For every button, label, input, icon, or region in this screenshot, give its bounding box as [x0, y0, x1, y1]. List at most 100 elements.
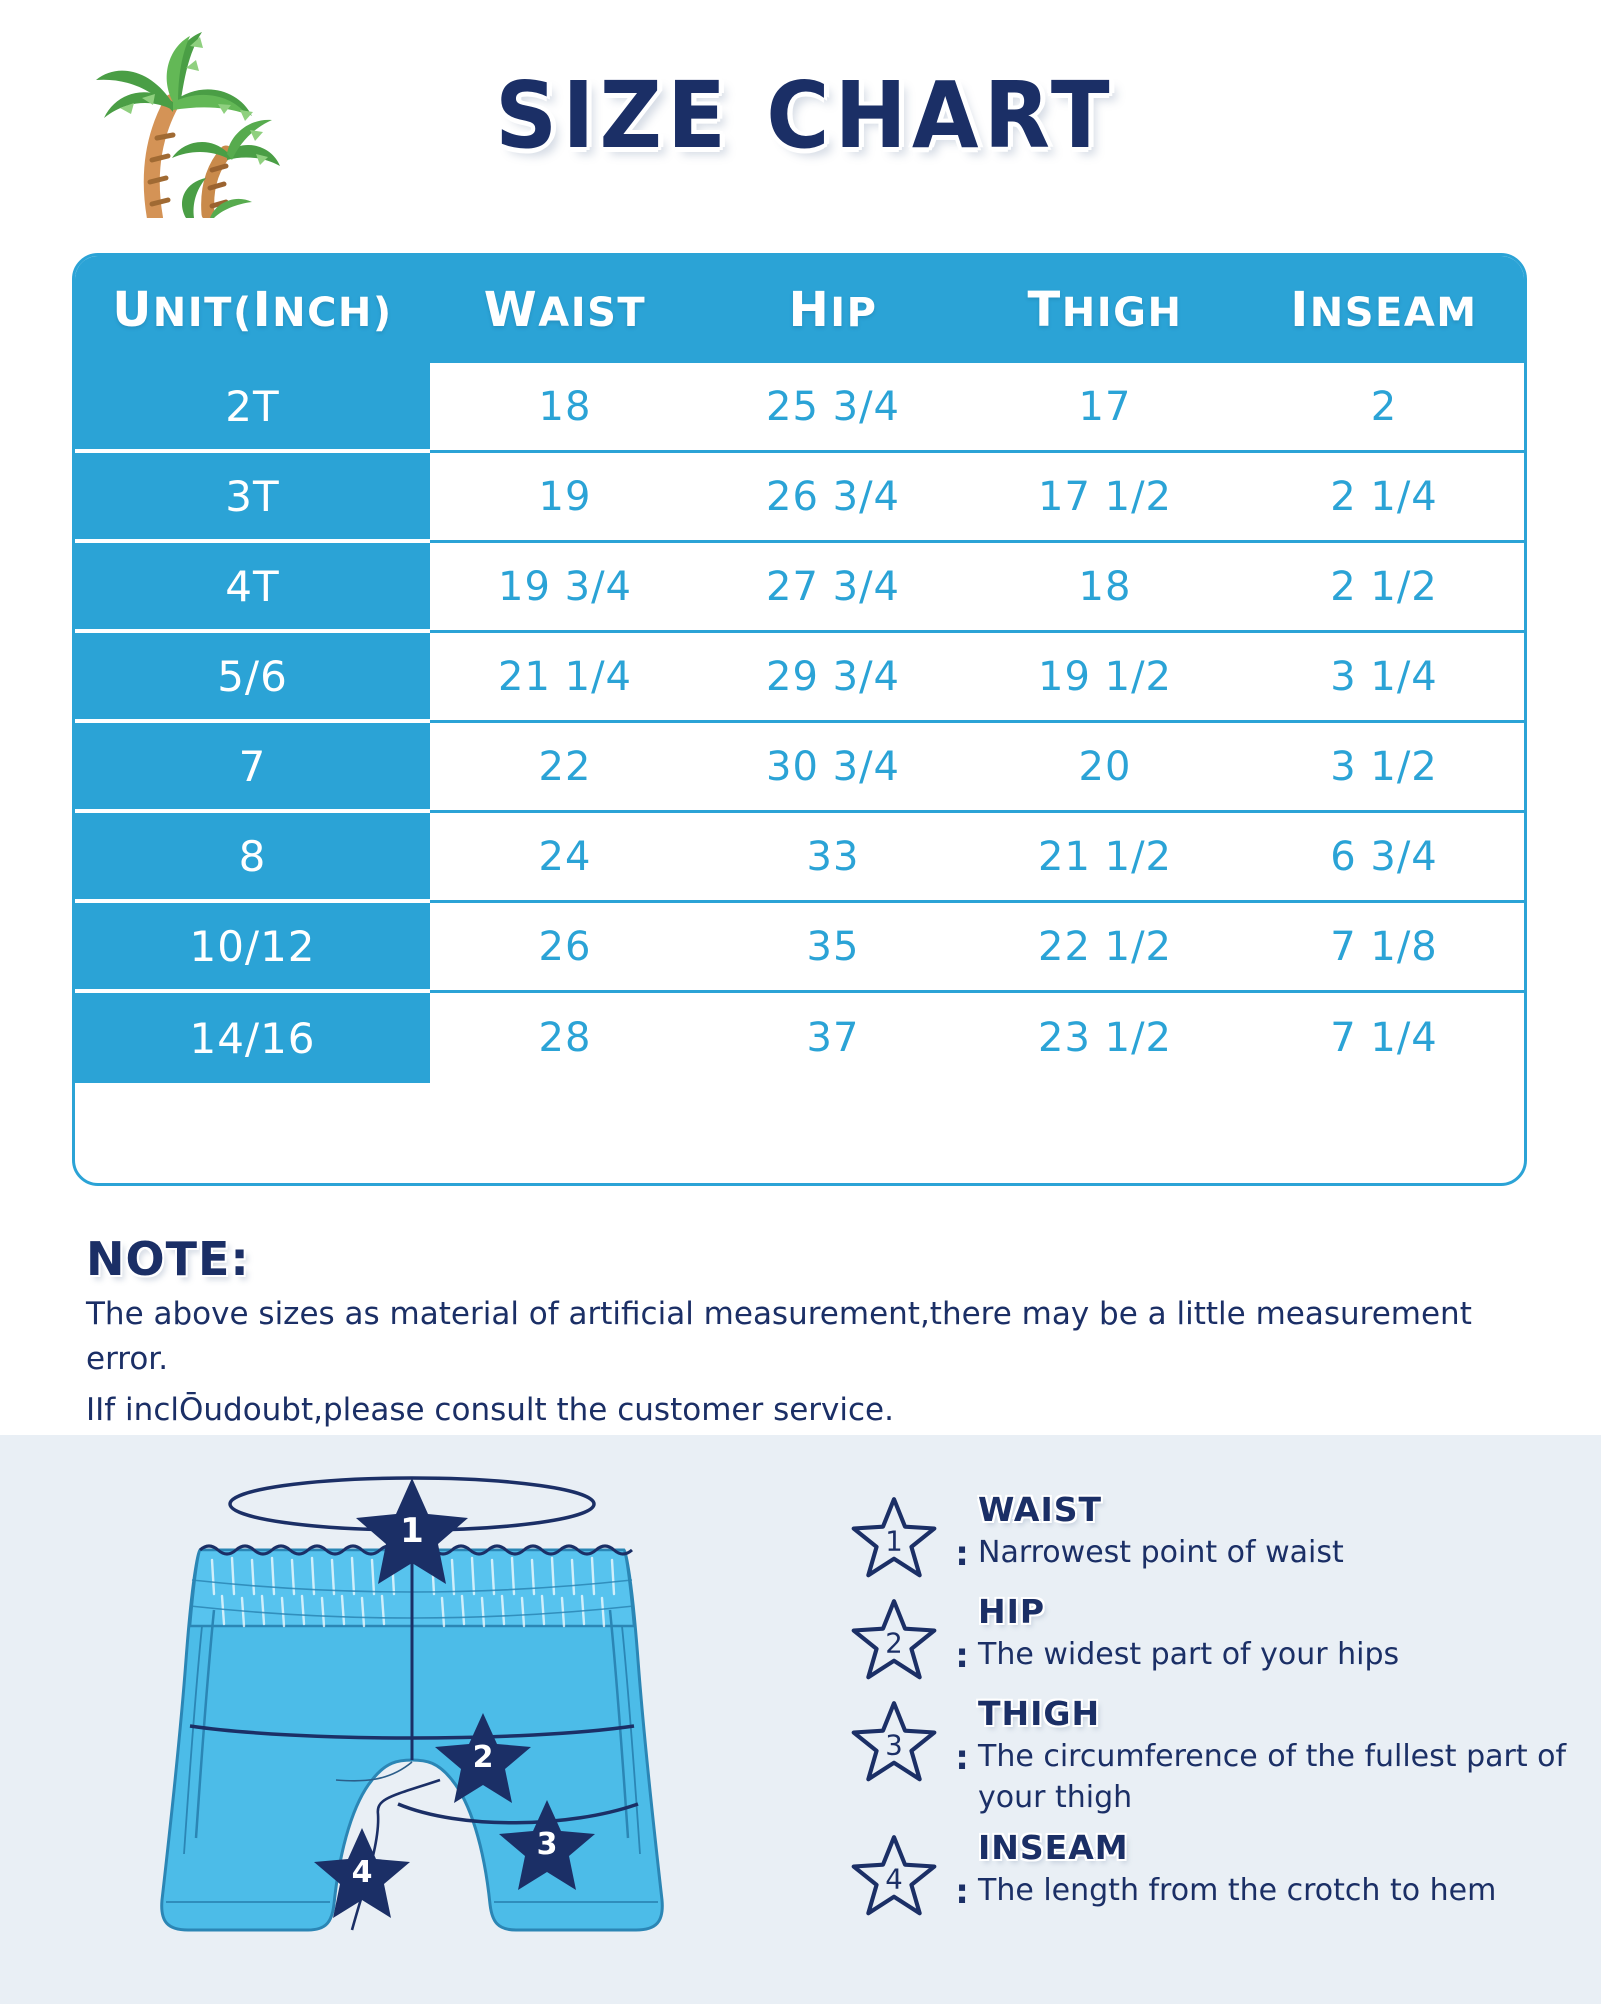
table-cell-inseam: 2 [1244, 363, 1524, 453]
table-cell-waist: 19 [430, 453, 700, 543]
svg-text:3: 3 [537, 1827, 558, 1862]
legend-description: Narrowest point of waist [978, 1535, 1344, 1570]
table-cell-inseam: 7 1/8 [1244, 903, 1524, 993]
legend-title: INSEAM [978, 1828, 1129, 1867]
table-row: 3T 19 26 3/4 17 1/2 2 1/4 [75, 453, 1524, 543]
legend-description: The widest part of your hips [978, 1637, 1400, 1672]
column-header-thigh: THIGH [1027, 281, 1183, 338]
table-cell-thigh: 20 [966, 723, 1244, 813]
table-cell-thigh: 17 [966, 363, 1244, 453]
table-row: 10/12 26 35 22 1/2 7 1/8 [75, 903, 1524, 993]
legend-item-waist: 1: WAIST Narrowest point of waist [850, 1490, 1590, 1582]
outline-star-icon: 3 [850, 1694, 946, 1786]
table-row: 14/16 28 37 23 1/2 7 1/4 [75, 993, 1524, 1083]
table-cell-waist: 18 [430, 363, 700, 453]
legend-colon: : [955, 1534, 969, 1574]
table-cell-waist: 24 [430, 813, 700, 903]
column-header-waist: WAIST [483, 281, 647, 338]
palm-tree-icon [60, 18, 290, 226]
legend-colon: : [955, 1872, 969, 1912]
table-cell-size: 4T [75, 543, 430, 633]
svg-text:1: 1 [885, 1526, 903, 1558]
table-cell-size: 5/6 [75, 633, 430, 723]
table-cell-hip: 35 [700, 903, 966, 993]
table-row: 8 24 33 21 1/2 6 3/4 [75, 813, 1524, 903]
legend-item-hip: 2: HIP The widest part of your hips [850, 1592, 1590, 1684]
legend-text: HIP The widest part of your hips [978, 1592, 1590, 1676]
table-cell-hip: 25 3/4 [700, 363, 966, 453]
table-cell-thigh: 23 1/2 [966, 993, 1244, 1083]
table-cell-size: 7 [75, 723, 430, 813]
table-cell-thigh: 19 1/2 [966, 633, 1244, 723]
svg-text:1: 1 [400, 1511, 424, 1551]
table-cell-inseam: 3 1/4 [1244, 633, 1524, 723]
marker-star-3: 3 [499, 1800, 595, 1890]
table-row: 7 22 30 3/4 20 3 1/2 [75, 723, 1524, 813]
table-cell-thigh: 21 1/2 [966, 813, 1244, 903]
legend-colon: : [955, 1636, 969, 1676]
column-header-inseam: INSEAM [1290, 281, 1478, 338]
note-line-2: IIf inclŌudoubt,please consult the custo… [86, 1391, 894, 1428]
table-cell-size: 10/12 [75, 903, 430, 993]
table-body: 2T 18 25 3/4 17 2 3T 19 26 3/4 17 1/2 2 1/4 4T 19 3… [75, 363, 1524, 1083]
legend-description: The circumference of the fullest part of… [978, 1739, 1567, 1815]
table-cell-hip: 33 [700, 813, 966, 903]
table-cell-waist: 22 [430, 723, 700, 813]
table-header-row: UNIT(INCH) WAIST HIP THIGH INSEAM [75, 256, 1524, 363]
legend-title: WAIST [978, 1490, 1103, 1529]
column-header-hip: HIP [788, 281, 878, 338]
table-cell-hip: 27 3/4 [700, 543, 966, 633]
table-cell-size: 2T [75, 363, 430, 453]
table-cell-inseam: 6 3/4 [1244, 813, 1524, 903]
note-line-1: The above sizes as material of artificia… [86, 1296, 1472, 1377]
page-title: SIZE CHART [495, 62, 1115, 169]
table-cell-inseam: 2 1/4 [1244, 453, 1524, 543]
outline-star-icon: 1 [850, 1490, 946, 1582]
table-cell-inseam: 7 1/4 [1244, 993, 1524, 1083]
table-cell-waist: 26 [430, 903, 700, 993]
table-cell-size: 8 [75, 813, 430, 903]
svg-text:4: 4 [885, 1864, 903, 1896]
marker-star-2: 2 [435, 1713, 531, 1803]
table-cell-hip: 30 3/4 [700, 723, 966, 813]
table-cell-inseam: 3 1/2 [1244, 723, 1524, 813]
table-cell-waist: 21 1/4 [430, 633, 700, 723]
outline-star-icon: 2 [850, 1592, 946, 1684]
marker-star-4: 4 [314, 1828, 410, 1918]
table-cell-size: 3T [75, 453, 430, 543]
table-cell-hip: 37 [700, 993, 966, 1083]
legend-item-thigh: 3: THIGH The circumference of the fullest … [850, 1694, 1590, 1818]
table-row: 4T 19 3/4 27 3/4 18 2 1/2 [75, 543, 1524, 633]
svg-text:2: 2 [885, 1628, 903, 1660]
table-cell-size: 14/16 [75, 993, 430, 1083]
legend-colon: : [955, 1738, 969, 1778]
table-cell-waist: 28 [430, 993, 700, 1083]
legend-title: HIP [978, 1592, 1046, 1631]
note-section: NOTE: The above sizes as material of art… [86, 1232, 1536, 1433]
table-cell-thigh: 22 1/2 [966, 903, 1244, 993]
table-cell-hip: 29 3/4 [700, 633, 966, 723]
note-heading: NOTE: [86, 1232, 250, 1286]
outline-star-icon: 4 [850, 1828, 946, 1920]
svg-text:4: 4 [352, 1855, 373, 1890]
swim-shorts-icon: 1 2 3 4 [140, 1430, 700, 2004]
legend-item-inseam: 4: INSEAM The length from the crotch to he… [850, 1828, 1590, 1920]
table-row: 5/6 21 1/4 29 3/4 19 1/2 3 1/4 [75, 633, 1524, 723]
legend-description: The length from the crotch to hem [978, 1873, 1497, 1908]
marker-star-1: 1 [356, 1478, 468, 1584]
table-cell-thigh: 18 [966, 543, 1244, 633]
table-row: 2T 18 25 3/4 17 2 [75, 363, 1524, 453]
legend-text: INSEAM The length from the crotch to hem [978, 1828, 1590, 1912]
legend-text: WAIST Narrowest point of waist [978, 1490, 1590, 1574]
size-chart-table: UNIT(INCH) WAIST HIP THIGH INSEAM 2T 18 25… [72, 253, 1527, 1186]
measurement-legend: 1: WAIST Narrowest point of waist 2: HIP The … [850, 1490, 1590, 1930]
table-cell-thigh: 17 1/2 [966, 453, 1244, 543]
column-header-size: UNIT(INCH) [112, 281, 393, 338]
wave-divider-icon [0, 1416, 1601, 1460]
svg-text:2: 2 [473, 1740, 494, 1775]
legend-text: THIGH The circumference of the fullest pa… [978, 1694, 1590, 1818]
svg-text:3: 3 [885, 1730, 903, 1762]
legend-title: THIGH [978, 1694, 1101, 1733]
table-cell-waist: 19 3/4 [430, 543, 700, 633]
table-cell-inseam: 2 1/2 [1244, 543, 1524, 633]
